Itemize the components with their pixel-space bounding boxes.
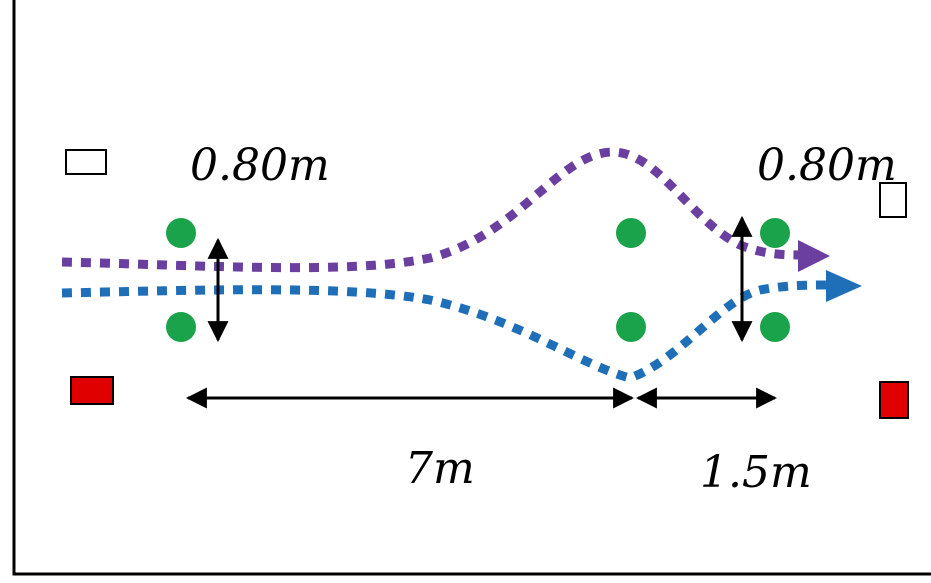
gap-right-label: 0.80m (757, 140, 897, 191)
cone-icon (166, 218, 196, 248)
purple-path-arrowhead (798, 240, 830, 272)
cone-icon (760, 312, 790, 342)
cone-icon (166, 312, 196, 342)
blue-path (61, 280, 831, 383)
cone-icon (760, 218, 790, 248)
course-frame (12, 0, 931, 576)
cone-icon (616, 218, 646, 248)
start-marker-white (65, 149, 107, 175)
cone-icon (616, 312, 646, 342)
distance-main-label: 7m (405, 443, 475, 494)
end-marker-red (879, 381, 909, 419)
start-marker-red (70, 376, 114, 405)
blue-path-arrowhead (826, 270, 862, 302)
end-marker-white (879, 182, 907, 218)
distance-short-label: 1.5m (700, 447, 812, 498)
purple-path (61, 147, 806, 273)
gap-left-label: 0.80m (190, 140, 330, 191)
